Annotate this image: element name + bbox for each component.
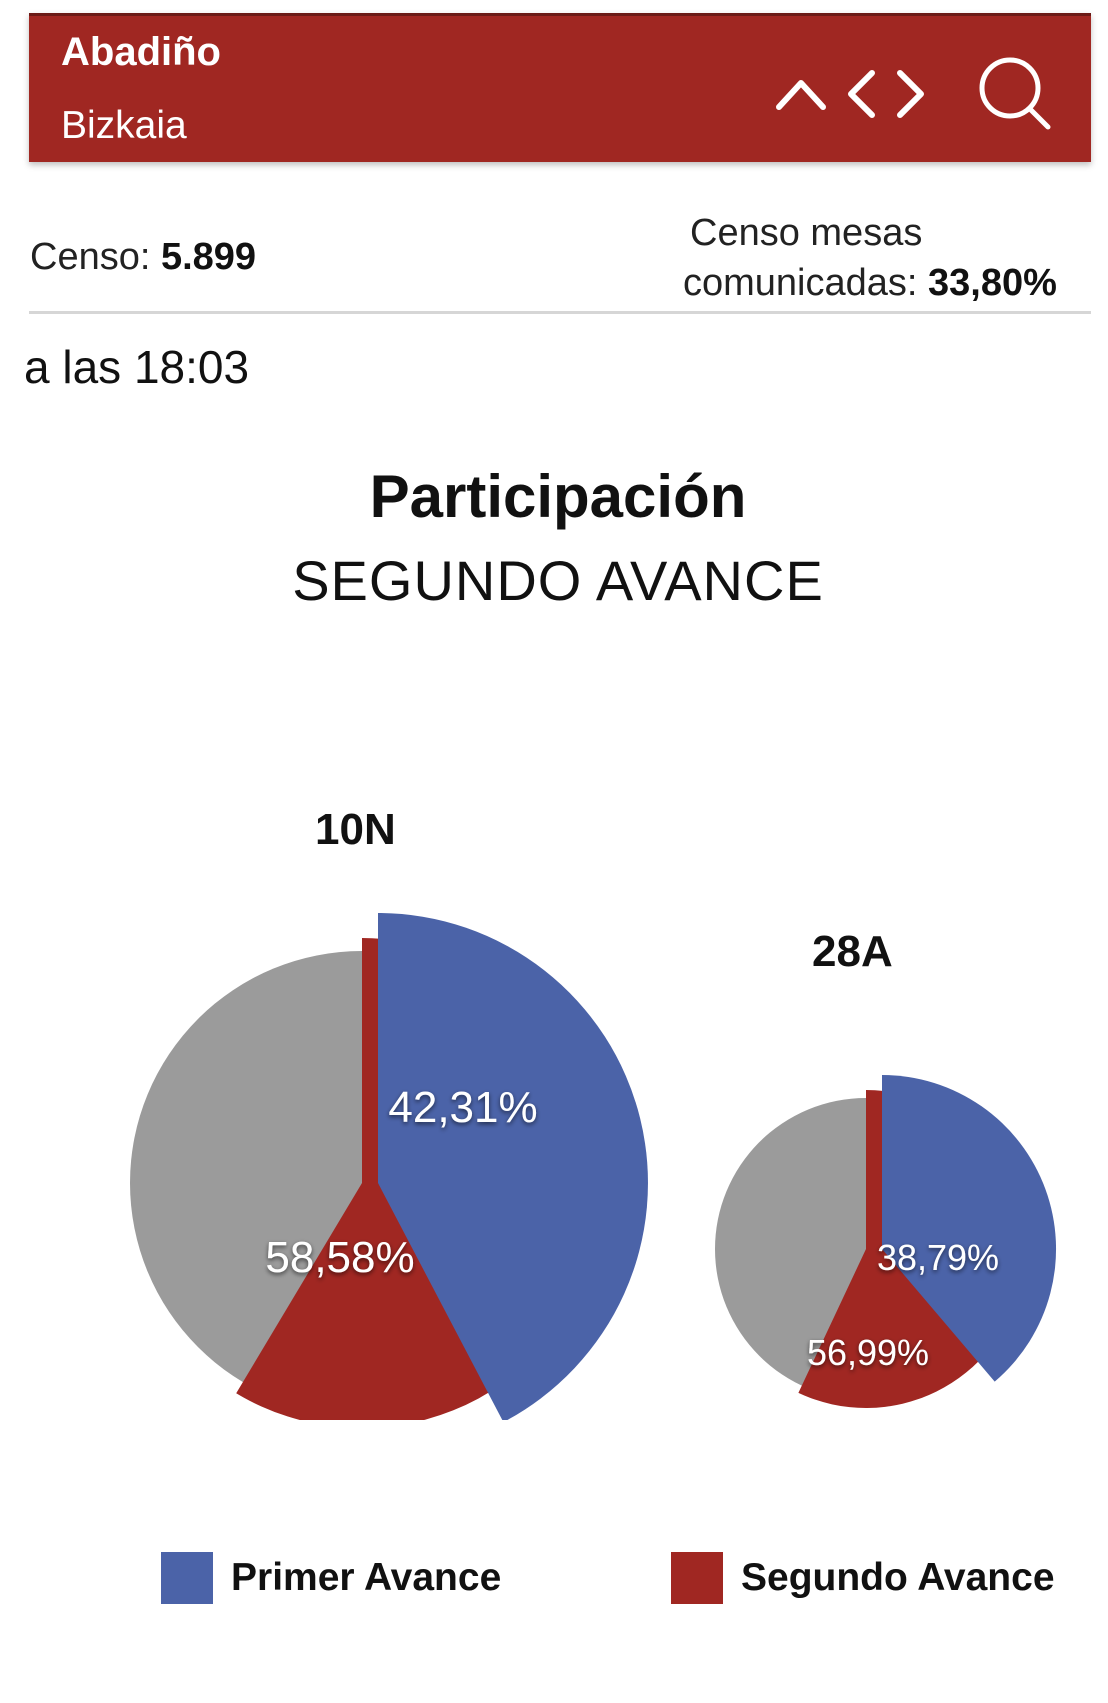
pie-slice-primer-28a bbox=[882, 1075, 1057, 1382]
pie-title-10n: 10N bbox=[315, 805, 396, 854]
legend-item-segundo: Segundo Avance bbox=[671, 1552, 1055, 1604]
chevron-up-icon[interactable] bbox=[771, 54, 831, 134]
mesas-label-line2: comunicadas: bbox=[683, 262, 918, 304]
section-title: Participación bbox=[369, 463, 747, 530]
legend-swatch-primer bbox=[161, 1552, 213, 1604]
header-nav bbox=[771, 44, 1061, 144]
censo-label: Censo: bbox=[30, 236, 151, 278]
update-time: a las 18:03 bbox=[24, 341, 250, 393]
section-subtitle: SEGUNDO AVANCE bbox=[292, 549, 824, 612]
pie-title-28a: 28A bbox=[812, 927, 893, 976]
pie-label-primer-10n: 42,31% bbox=[388, 1083, 537, 1132]
pie-label-segundo-10n: 58,58% bbox=[265, 1233, 414, 1282]
chevron-left-icon[interactable] bbox=[841, 54, 881, 134]
chevron-right-icon[interactable] bbox=[891, 54, 931, 134]
search-icon[interactable] bbox=[971, 54, 1061, 134]
participation-chart: 42,31% 58,58% 38,79% 56,99% bbox=[130, 913, 1057, 1420]
pie-slice-primer-10n bbox=[378, 913, 648, 1420]
pie-label-segundo-28a: 56,99% bbox=[807, 1332, 929, 1373]
municipality-title: Abadiño bbox=[61, 30, 221, 74]
censo-stat: Censo: 5.899 bbox=[30, 236, 256, 279]
legend-item-primer: Primer Avance bbox=[161, 1552, 501, 1604]
mesas-label-line1: Censo mesas bbox=[690, 212, 923, 254]
mesas-stat: Censo mesas comunicadas: 33,80% bbox=[683, 208, 1057, 308]
province-subtitle: Bizkaia bbox=[61, 104, 187, 147]
divider bbox=[29, 311, 1091, 314]
legend-label-primer: Primer Avance bbox=[231, 1556, 502, 1599]
legend-label-segundo: Segundo Avance bbox=[741, 1556, 1055, 1599]
header-bar: Abadiño Bizkaia bbox=[29, 13, 1091, 162]
mesas-value: 33,80% bbox=[928, 262, 1057, 304]
censo-value: 5.899 bbox=[160, 236, 257, 278]
legend-swatch-segundo bbox=[671, 1552, 723, 1604]
mesas-label-line2-wrap: comunicadas: 33,80% bbox=[683, 258, 1057, 308]
pie-label-primer-28a: 38,79% bbox=[877, 1237, 999, 1278]
